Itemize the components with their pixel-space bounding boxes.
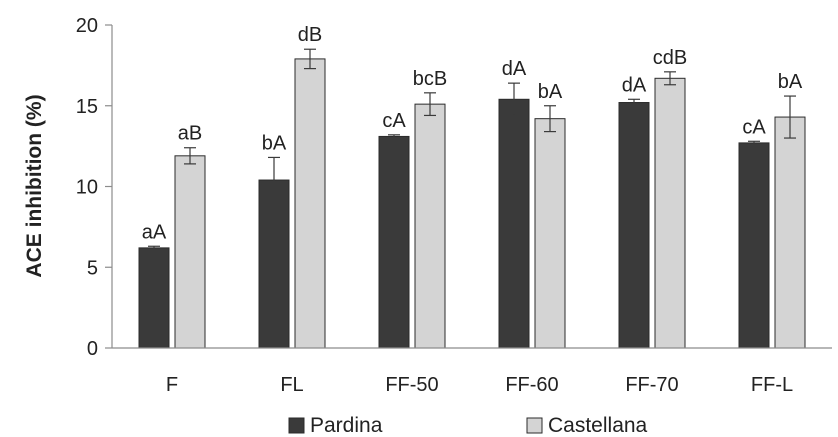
y-tick-label: 20 <box>76 15 98 37</box>
data-label: cA <box>382 110 406 132</box>
x-tick-label: FF-70 <box>625 374 678 396</box>
data-label: bA <box>778 71 803 93</box>
bar-castellana <box>294 58 326 349</box>
x-tick-label: F <box>166 374 178 396</box>
bar-pardina <box>738 142 770 349</box>
bar-castellana <box>654 77 686 349</box>
bar-pardina <box>258 179 290 349</box>
x-axis: F FL FF-50 FF-60 FF-70 FF-L <box>112 347 832 396</box>
y-axis-title: ACE inhibition (%) <box>23 94 46 277</box>
bar-castellana <box>414 103 446 349</box>
bar-pardina <box>378 135 410 349</box>
legend-swatch-castellana <box>526 417 543 434</box>
x-tick-label: FL <box>280 374 303 396</box>
y-tick-label: 0 <box>87 338 98 360</box>
data-label: cdB <box>653 47 687 69</box>
x-tick-label: FF-50 <box>385 374 438 396</box>
bar-pardina <box>498 98 530 349</box>
bar-pardina <box>138 247 170 349</box>
data-label: aB <box>178 123 202 145</box>
data-label: dA <box>502 58 527 80</box>
bars: aA aB bA dB cA bcB dA bA dA cdB cA bA <box>138 24 806 349</box>
data-label: aA <box>142 221 167 243</box>
y-axis: 0 5 10 15 20 <box>76 15 113 360</box>
bar-pardina <box>618 102 650 349</box>
data-label: bcB <box>413 68 447 90</box>
data-label: dA <box>622 74 647 96</box>
y-tick-label: 10 <box>76 177 98 199</box>
data-label: dB <box>298 24 322 46</box>
y-tick-label: 15 <box>76 96 98 118</box>
data-label: bA <box>262 132 287 154</box>
legend-label-castellana: Castellana <box>548 414 648 437</box>
x-tick-label: FF-60 <box>505 374 558 396</box>
x-tick-label: FF-L <box>751 374 793 396</box>
bar-castellana <box>174 155 206 349</box>
data-label: cA <box>742 116 766 138</box>
y-tick-label: 5 <box>87 257 98 279</box>
bar-castellana <box>774 116 806 349</box>
data-label: bA <box>538 81 563 103</box>
legend: Pardina Castellana <box>288 414 648 437</box>
legend-swatch-pardina <box>288 417 305 434</box>
bar-castellana <box>534 118 566 349</box>
legend-label-pardina: Pardina <box>310 414 383 437</box>
